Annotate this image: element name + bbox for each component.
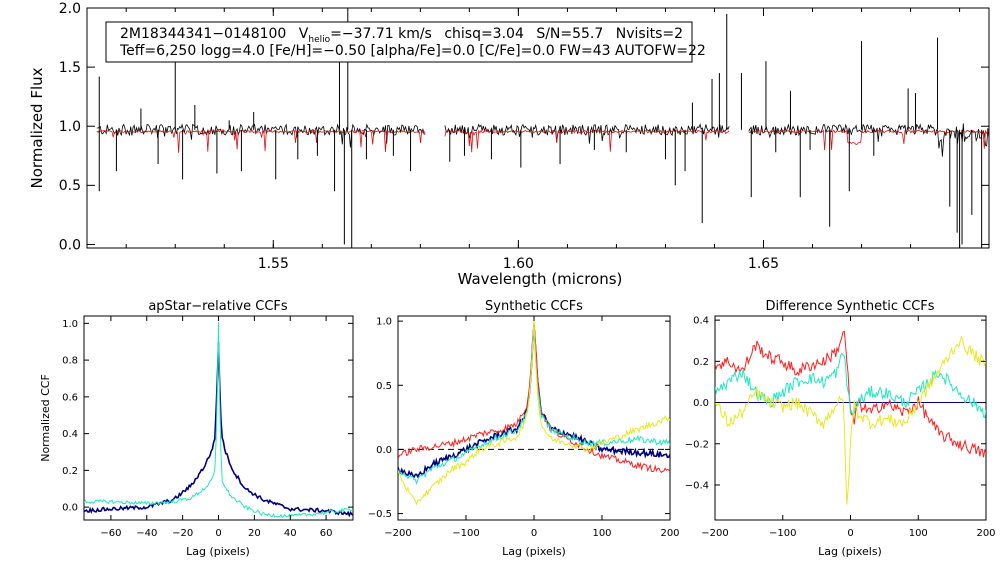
y-tick-label: 0.8 — [62, 356, 78, 367]
apstar-ccf-panel: −60 −40 −20 0 20 40 60 0.0 0.2 0.4 0.6 0.8 1.0 apSta… — [39, 299, 354, 558]
y-tick-label: 0.4 — [693, 316, 709, 327]
x-tick-label: −60 — [100, 528, 121, 539]
spectrum-annotation-box: 2M18344341−0148100 Vhelio=−37.71 km/s ch… — [105, 21, 706, 63]
x-tick-label: −200 — [384, 528, 411, 539]
y-tick-label: 2.0 — [59, 1, 81, 17]
synthetic-ccf-frame — [397, 315, 671, 521]
difference-ccf-title: Difference Synthetic CCFs — [765, 299, 934, 314]
annotation-snr: S/N=55.7 — [536, 26, 603, 42]
apstar-ccf-xlabel: Lag (pixels) — [186, 545, 250, 558]
model-spectrum-segment — [96, 129, 426, 153]
apstar-ccf-ylabel: Normalized CCF — [39, 374, 52, 462]
y-tick-label: −0.5 — [368, 509, 392, 520]
model-spectrum-segment — [444, 129, 730, 153]
x-tick-label: 100 — [592, 528, 611, 539]
synthetic-ccf-panel: −200 −100 0 100 200 −0.5 0.0 0.5 1.0 Synthetic C… — [368, 299, 680, 558]
x-tick-label: 1.65 — [748, 256, 779, 272]
x-tick-label: 20 — [248, 528, 261, 539]
spectrum-frame — [86, 7, 990, 249]
x-tick-label: −100 — [452, 528, 479, 539]
y-tick-label: 1.5 — [59, 60, 81, 76]
x-tick-label: 100 — [909, 528, 928, 539]
annotation-frame — [105, 21, 693, 63]
ccf-series-combined — [398, 325, 670, 479]
y-tick-label: 0.4 — [62, 429, 78, 440]
observed-spectrum-segment — [444, 123, 730, 144]
apstar-ccf-title: apStar−relative CCFs — [148, 299, 288, 314]
x-tick-label: 200 — [660, 528, 679, 539]
x-tick-label: −40 — [136, 528, 157, 539]
y-tick-label: 1.0 — [62, 319, 78, 330]
y-tick-label: −0.4 — [685, 480, 709, 491]
annotation-line-2: Teff=6,250 logg=4.0 [Fe/H]=−0.50 [alpha/… — [119, 43, 706, 59]
ccf-series-visit-2 — [715, 352, 986, 419]
synthetic-ccf-ticks: −200 −100 0 100 200 −0.5 0.0 0.5 1.0 — [368, 316, 680, 539]
x-tick-label: 60 — [320, 528, 333, 539]
ccf-series-visit-3 — [398, 319, 670, 506]
spectrum-xlabel: Wavelength (microns) — [458, 270, 623, 288]
y-tick-label: 0.0 — [693, 398, 709, 409]
y-tick-label: −0.2 — [685, 439, 709, 450]
spectrum-panel: 1.55 1.60 1.65 0.0 0.5 1.0 1.5 2.0 Wavelength (… — [28, 1, 990, 288]
annotation-line-1: 2M18344341−0148100 Vhelio=−37.71 km/s ch… — [120, 26, 683, 45]
difference-ccf-panel: −200 −100 0 100 200 −0.4 −0.2 0.0 0.2 0.4 Differe… — [685, 299, 996, 558]
model-spectrum-segment — [748, 129, 989, 151]
x-tick-label: −100 — [769, 528, 796, 539]
spectrum-data — [96, 8, 989, 248]
x-tick-label: −20 — [172, 528, 193, 539]
annotation-chisq: chisq=3.04 — [444, 26, 524, 42]
spectrum-ticks: 1.55 1.60 1.65 0.0 0.5 1.0 1.5 2.0 — [59, 1, 989, 272]
x-tick-label: 40 — [284, 528, 297, 539]
synthetic-ccf-data — [398, 319, 670, 506]
difference-ccf-data — [715, 330, 986, 505]
y-tick-label: 0.2 — [693, 357, 709, 368]
y-tick-label: 0.0 — [62, 503, 78, 514]
annotation-v-value: =−37.71 km/s — [330, 26, 432, 42]
x-tick-label: 200 — [976, 528, 995, 539]
x-tick-label: −200 — [701, 528, 728, 539]
annotation-v-sub: helio — [308, 35, 330, 45]
difference-ccf-xlabel: Lag (pixels) — [818, 545, 882, 558]
y-tick-label: 0.6 — [62, 392, 78, 403]
synthetic-ccf-title: Synthetic CCFs — [485, 299, 583, 314]
y-tick-label: 0.5 — [376, 381, 392, 392]
y-tick-label: 0.0 — [59, 237, 81, 253]
spectrum-ylabel: Normalized Flux — [28, 67, 46, 188]
ccf-series-visit-3 — [715, 335, 986, 505]
y-tick-label: 0.2 — [62, 466, 78, 477]
annotation-v-label: V — [299, 26, 309, 42]
annotation-nvisits: Nvisits=2 — [616, 26, 683, 42]
y-tick-label: 0.5 — [59, 178, 81, 194]
apstar-ccf-data — [84, 322, 353, 520]
difference-ccf-ticks: −200 −100 0 100 200 −0.4 −0.2 0.0 0.2 0.4 — [685, 316, 996, 539]
y-tick-label: 1.0 — [59, 119, 81, 135]
annotation-star-id: 2M18344341−0148100 — [120, 26, 286, 42]
ccf-series-visit — [84, 322, 353, 520]
apstar-ccf-ticks: −60 −40 −20 0 20 40 60 0.0 0.2 0.4 0.6 0.8 1.0 — [62, 316, 353, 539]
x-tick-label: 1.55 — [258, 256, 289, 272]
synthetic-ccf-xlabel: Lag (pixels) — [502, 545, 566, 558]
x-tick-label: 0 — [531, 528, 537, 539]
x-tick-label: 0 — [847, 528, 853, 539]
x-tick-label: 0 — [215, 528, 221, 539]
ccf-series-combined — [84, 342, 353, 518]
ccf-series-visit-2 — [398, 324, 670, 485]
x-tick-label: 1.60 — [503, 256, 534, 272]
y-tick-label: 0.0 — [376, 445, 392, 456]
observed-spectrum-segment — [748, 123, 989, 157]
y-tick-label: 1.0 — [376, 317, 392, 328]
